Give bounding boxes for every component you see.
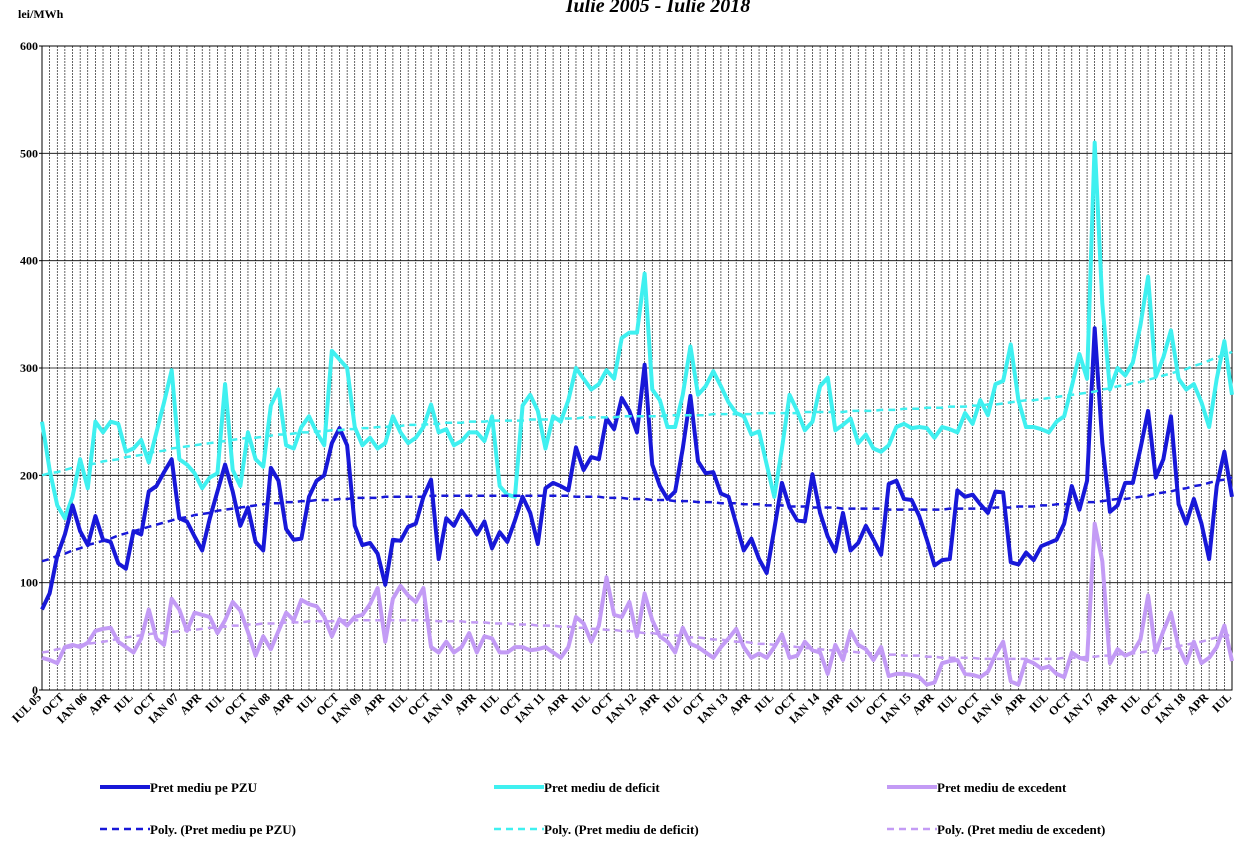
legend-label: Pret mediu de excedent <box>937 780 1067 795</box>
x-tick-label: APR <box>177 690 205 718</box>
x-tick-label: APR <box>85 690 113 718</box>
series-line <box>40 140 1234 521</box>
y-tick-label: 500 <box>20 146 38 160</box>
y-tick-label: 300 <box>20 361 38 375</box>
x-tick-label: APR <box>818 690 846 718</box>
y-tick-label: 100 <box>20 576 38 590</box>
x-tick-label: APR <box>909 690 937 718</box>
legend-label: Poly. (Pret mediu de excedent) <box>937 822 1105 837</box>
x-tick-label: APR <box>360 690 388 718</box>
x-tick-label: APR <box>543 690 571 718</box>
legend-label: Pret mediu de deficit <box>544 780 660 795</box>
x-tick-label: APR <box>1184 690 1212 718</box>
y-tick-label: 600 <box>20 39 38 53</box>
legend-label: Pret mediu pe PZU <box>150 780 258 795</box>
y-tick-label: 200 <box>20 468 38 482</box>
y-axis-label: lei/MWh <box>18 7 64 21</box>
series-line <box>40 326 1234 611</box>
x-tick-label: APR <box>1001 690 1029 718</box>
x-tick-label: APR <box>269 690 297 718</box>
y-tick-label: 0 <box>32 683 38 697</box>
x-tick-label: APR <box>1092 690 1120 718</box>
trend-line <box>41 618 1233 661</box>
x-tick-label: APR <box>452 690 480 718</box>
x-tick-label: APR <box>635 690 663 718</box>
plot-border <box>41 45 1233 691</box>
y-tick-label: 400 <box>20 254 38 268</box>
x-tick-label: APR <box>726 690 754 718</box>
legend-label: Poly. (Pret mediu pe PZU) <box>150 822 296 837</box>
series-line <box>41 521 1234 687</box>
trend-line <box>41 350 1233 477</box>
legend-label: Poly. (Pret mediu de deficit) <box>544 822 699 837</box>
trend-line <box>41 476 1233 563</box>
x-tick-label: IUL <box>1209 690 1234 715</box>
chart-title: Iulie 2005 - Iulie 2018 <box>565 0 750 17</box>
